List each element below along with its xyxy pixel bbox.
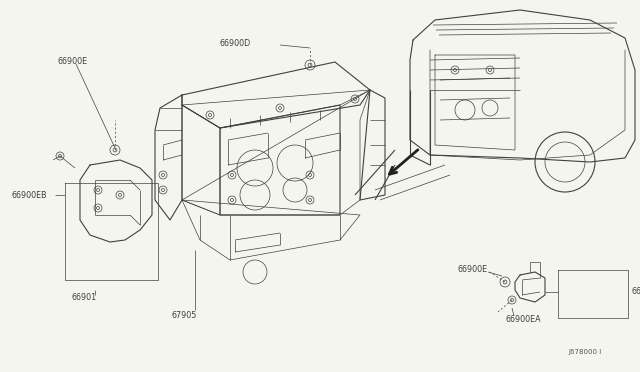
Text: 66900D: 66900D — [220, 38, 252, 48]
Text: 67905: 67905 — [172, 311, 197, 320]
Text: 66901: 66901 — [72, 292, 97, 301]
Text: 66900: 66900 — [632, 288, 640, 296]
Text: 66900EB: 66900EB — [12, 190, 47, 199]
Text: J678000 I: J678000 I — [568, 349, 601, 355]
Text: 66900E: 66900E — [457, 266, 487, 275]
Text: 66900E: 66900E — [57, 58, 87, 67]
Text: 66900EA: 66900EA — [505, 315, 541, 324]
